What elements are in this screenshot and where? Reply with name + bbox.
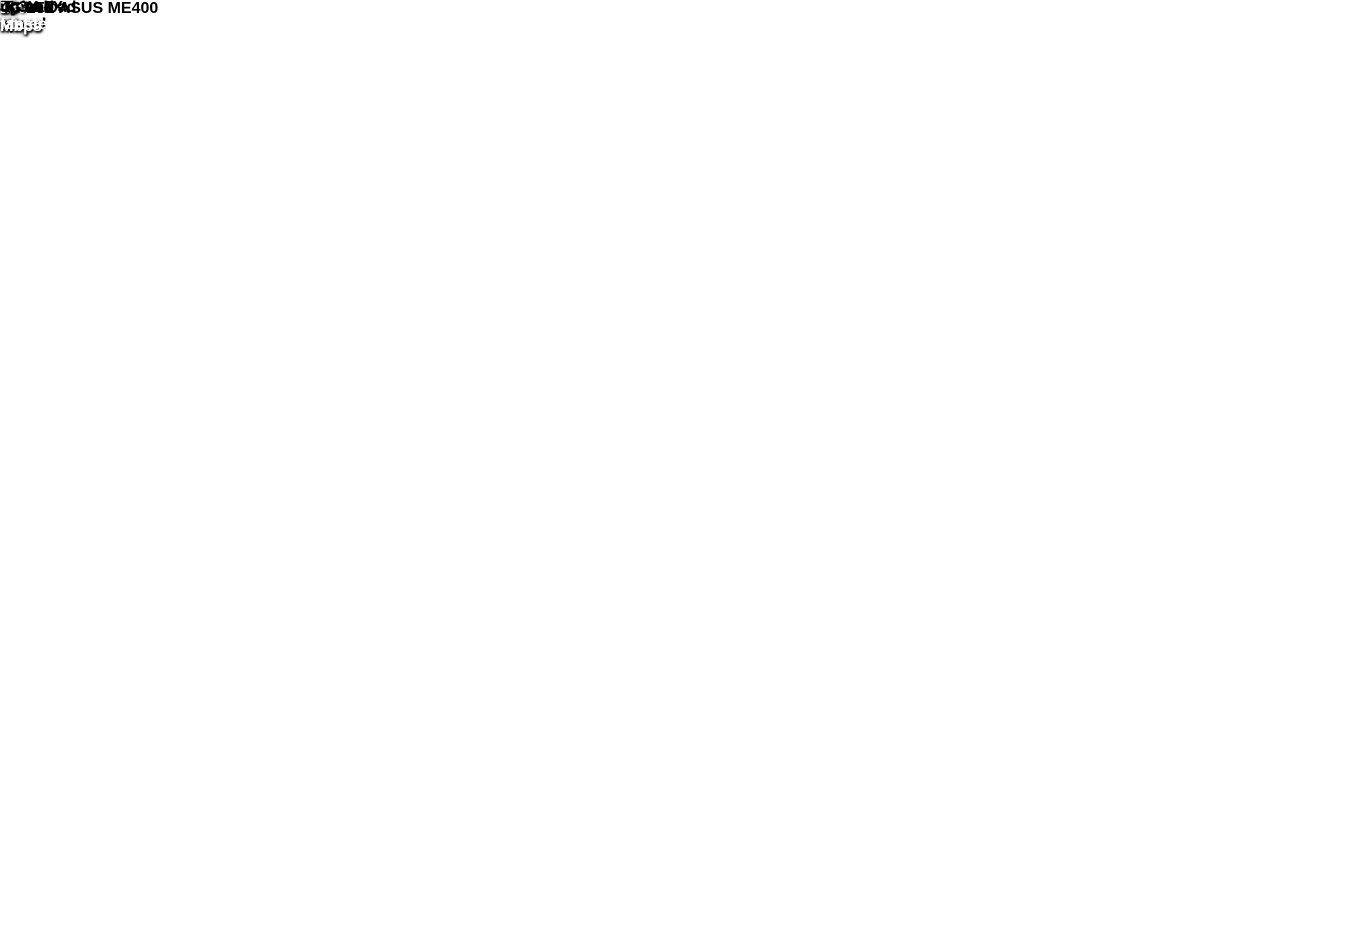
upload-callout: up to 5X faster bbox=[0, 0, 63, 34]
upload-callout-small: faster bbox=[0, 16, 63, 34]
chart-stage: Download speed Upload speed 11 Mbps 28 M… bbox=[0, 0, 1356, 947]
connector-beams bbox=[0, 0, 1356, 947]
upload-callout-big: 5X bbox=[44, 0, 64, 16]
upload-callout-prefix: up to bbox=[0, 0, 44, 16]
upload-callout-line1: up to 5X bbox=[0, 0, 63, 16]
